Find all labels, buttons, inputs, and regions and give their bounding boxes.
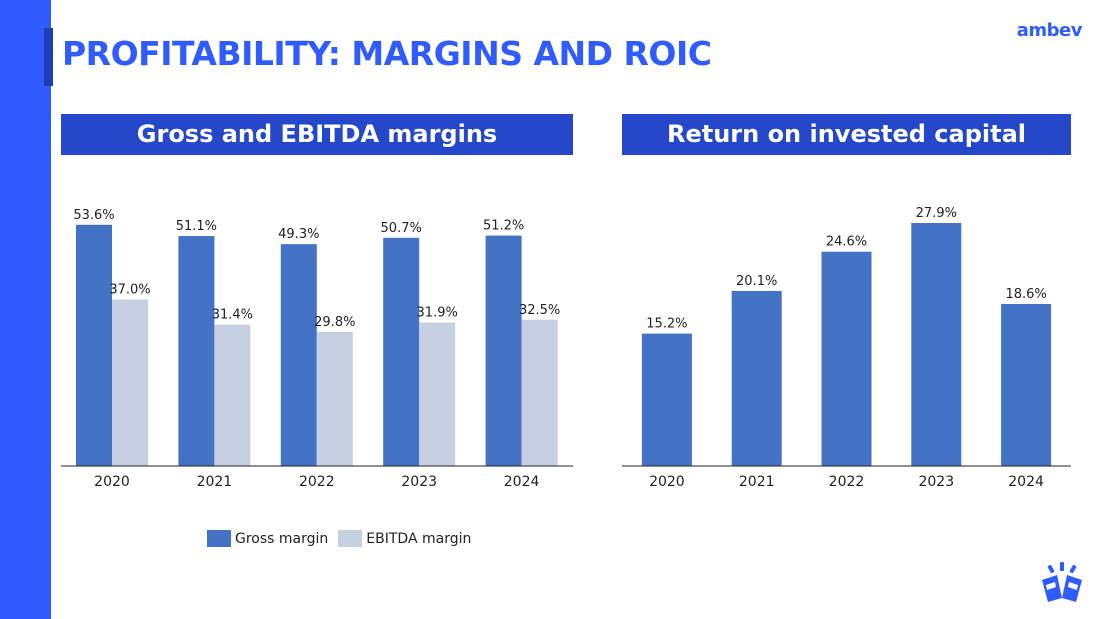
label-gross-2023: 50.7%: [381, 221, 422, 236]
label-ebitda-2021: 31.4%: [212, 308, 253, 323]
tick-right-2021: 2021: [739, 474, 775, 490]
bar-ebitda-2023: [419, 322, 456, 466]
legend-item-gross: Gross margin: [207, 530, 328, 547]
bar-gross-2022: [280, 244, 317, 466]
label-gross-2020: 53.6%: [73, 208, 114, 223]
label-ebitda-2023: 31.9%: [417, 305, 458, 320]
tick-right-2022: 2022: [829, 474, 865, 490]
bar-ebitda-2022: [316, 331, 353, 466]
bar-roic-2021: [731, 290, 782, 466]
bar-roic-2020: [641, 333, 692, 466]
label-gross-2024: 51.2%: [483, 219, 524, 234]
legend-label-ebitda: EBITDA margin: [366, 530, 472, 547]
label-roic-2021: 20.1%: [736, 274, 777, 289]
tick-left-2023: 2023: [401, 474, 437, 490]
bar-ebitda-2021: [214, 324, 251, 466]
label-gross-2022: 49.3%: [278, 227, 319, 242]
legend-item-ebitda: EBITDA margin: [338, 530, 471, 547]
label-gross-2021: 51.1%: [176, 219, 217, 234]
label-ebitda-2024: 32.5%: [519, 303, 560, 318]
bar-gross-2024: [485, 235, 522, 466]
tick-right-2020: 2020: [649, 474, 685, 490]
tick-right-2024: 2024: [1008, 474, 1044, 490]
left-accent-stripe: [0, 0, 51, 619]
bar-roic-2022: [821, 251, 872, 466]
label-ebitda-2020: 37.0%: [109, 283, 150, 298]
tick-left-2021: 2021: [197, 474, 233, 490]
bar-roic-2023: [911, 223, 962, 466]
page-title: PROFITABILITY: MARGINS AND ROIC: [62, 34, 712, 73]
bar-ebitda-2024: [521, 319, 558, 466]
tick-left-2020: 2020: [94, 474, 130, 490]
cheers-glasses-icon: [1042, 562, 1082, 602]
tick-left-2024: 2024: [504, 474, 540, 490]
roic-chart-title: Return on invested capital: [622, 114, 1071, 155]
legend-swatch-gross: [207, 530, 231, 547]
margins-legend: Gross margin EBITDA margin: [207, 530, 481, 547]
title-accent-bar: [44, 28, 53, 86]
margins-chart-title: Gross and EBITDA margins: [61, 114, 573, 155]
label-roic-2020: 15.2%: [646, 317, 687, 332]
label-roic-2023: 27.9%: [916, 206, 957, 221]
label-ebitda-2022: 29.8%: [314, 315, 355, 330]
bar-gross-2020: [76, 224, 112, 466]
tick-right-2023: 2023: [918, 474, 954, 490]
bar-gross-2021: [178, 236, 215, 466]
legend-label-gross: Gross margin: [235, 530, 329, 547]
bar-roic-2024: [1001, 304, 1052, 466]
bar-ebitda-2020: [112, 299, 148, 466]
brand-logo: ambev: [1016, 20, 1083, 41]
bar-gross-2023: [383, 237, 420, 466]
label-roic-2024: 18.6%: [1005, 287, 1046, 302]
label-roic-2022: 24.6%: [826, 235, 867, 250]
tick-left-2022: 2022: [299, 474, 335, 490]
legend-swatch-ebitda: [338, 530, 363, 547]
